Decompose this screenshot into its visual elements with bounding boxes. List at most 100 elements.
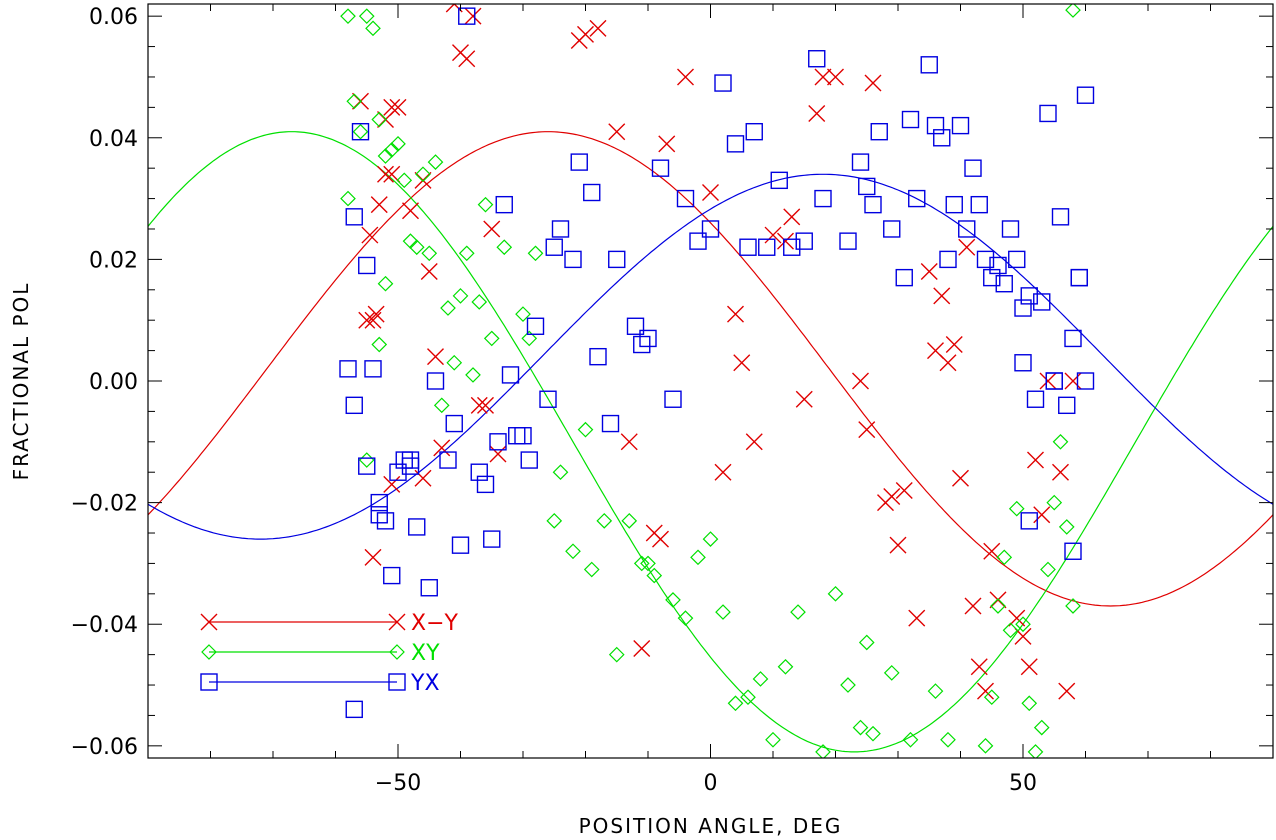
data-point-cross: [433, 439, 451, 457]
data-point-square: [1008, 250, 1026, 269]
data-point-diamond: [996, 549, 1013, 566]
data-point-diamond: [377, 148, 394, 164]
x-tick-label: −50: [375, 771, 421, 796]
data-point-square: [545, 238, 563, 256]
fit-curves: [148, 131, 1273, 753]
data-point-square: [795, 232, 813, 250]
data-point-square: [1058, 396, 1076, 415]
data-point-square: [1033, 293, 1051, 311]
data-point-square: [351, 122, 370, 141]
data-point-cross: [489, 445, 507, 463]
data-point-square: [939, 250, 957, 269]
data-point-square: [1026, 390, 1045, 408]
data-point-diamond: [1027, 744, 1044, 758]
data-point-square: [870, 122, 888, 141]
data-point-square: [408, 518, 426, 536]
data-point-diamond: [465, 367, 481, 383]
plot-frame: [147, 3, 1274, 759]
data-point-diamond: [427, 154, 444, 170]
data-point-square: [489, 433, 507, 451]
data-point-cross: [989, 591, 1007, 609]
legend: X−Y XY YX: [200, 611, 459, 696]
x-tick-label: 50: [1009, 771, 1037, 796]
data-point-diamond: [389, 644, 405, 660]
data-point-diamond: [940, 731, 956, 748]
data-point-square: [608, 250, 626, 269]
data-point-diamond: [608, 646, 625, 663]
data-point-diamond: [858, 634, 875, 651]
data-point-square: [933, 129, 951, 147]
data-point-cross: [783, 208, 801, 226]
data-point-square: [376, 512, 395, 530]
data-point-cross: [414, 469, 432, 487]
y-tick-label: 0.00: [89, 370, 138, 395]
data-point-square: [664, 390, 682, 408]
data-point-diamond: [677, 610, 694, 626]
data-point-diamond: [440, 300, 456, 316]
data-point-cross: [620, 433, 638, 451]
data-point-square: [1020, 287, 1038, 305]
data-point-square: [358, 457, 376, 475]
y-tick-label: 0.04: [89, 127, 138, 152]
data-point-cross: [1058, 682, 1076, 700]
data-point-square: [676, 189, 695, 208]
data-point-cross: [714, 463, 732, 481]
data-point-square: [1064, 542, 1082, 560]
y-axis-title: FRACTIONAL POL: [9, 282, 33, 481]
data-point-cross: [945, 336, 963, 354]
data-point-square: [739, 238, 757, 256]
data-point-diamond: [352, 123, 369, 140]
data-point-diamond: [983, 689, 1000, 706]
data-point-square: [651, 159, 670, 177]
data-point-cross: [933, 287, 951, 305]
data-point-square: [520, 451, 538, 469]
data-point-diamond: [727, 695, 744, 712]
y-tick-label: 0.06: [89, 5, 138, 30]
data-point-diamond: [415, 166, 431, 183]
data-point-diamond: [902, 731, 919, 748]
data-point-square: [1014, 354, 1032, 372]
data-point-square: [383, 566, 401, 585]
data-point-cross: [402, 202, 419, 220]
data-point-diamond: [1015, 616, 1031, 633]
data-point-square: [514, 427, 532, 445]
data-point-square: [883, 220, 901, 238]
data-point-diamond: [1052, 433, 1069, 450]
data-point-cross: [702, 184, 719, 201]
y-tick-label: −0.02: [71, 492, 138, 517]
data-point-diamond: [565, 543, 581, 560]
data-point-cross: [677, 68, 694, 86]
data-point-cross: [652, 530, 669, 548]
data-point-square: [851, 153, 870, 171]
data-point-square: [726, 135, 745, 153]
data-point-diamond: [646, 567, 663, 584]
data-point-diamond: [777, 658, 794, 675]
data-point-cross: [977, 682, 994, 700]
data-point-diamond: [852, 719, 869, 736]
data-point-diamond: [1065, 598, 1081, 614]
data-point-square: [858, 177, 876, 196]
data-point-square: [364, 360, 382, 378]
data-point-square: [714, 74, 732, 92]
data-point-diamond: [340, 190, 356, 207]
data-point-cross: [367, 305, 385, 323]
data-point-square: [758, 238, 776, 256]
data-point-square: [1001, 220, 1020, 238]
data-point-diamond: [383, 142, 400, 158]
data-point-cross: [952, 469, 969, 487]
data-point-square: [1045, 372, 1063, 390]
data-point-diamond: [596, 513, 613, 529]
data-point-square: [483, 530, 501, 548]
fit-curve: [148, 173, 1273, 540]
data-point-cross: [427, 348, 444, 366]
data-point-cross: [383, 475, 401, 493]
data-point-cross: [727, 305, 744, 323]
data-point-diamond: [640, 555, 656, 572]
data-point-square: [345, 700, 363, 719]
data-point-cross: [1033, 506, 1051, 524]
data-point-cross: [939, 354, 957, 372]
data-point-diamond: [790, 604, 806, 620]
data-point-square: [501, 366, 520, 384]
y-tick-label: −0.06: [71, 735, 138, 760]
data-point-diamond: [883, 665, 900, 681]
